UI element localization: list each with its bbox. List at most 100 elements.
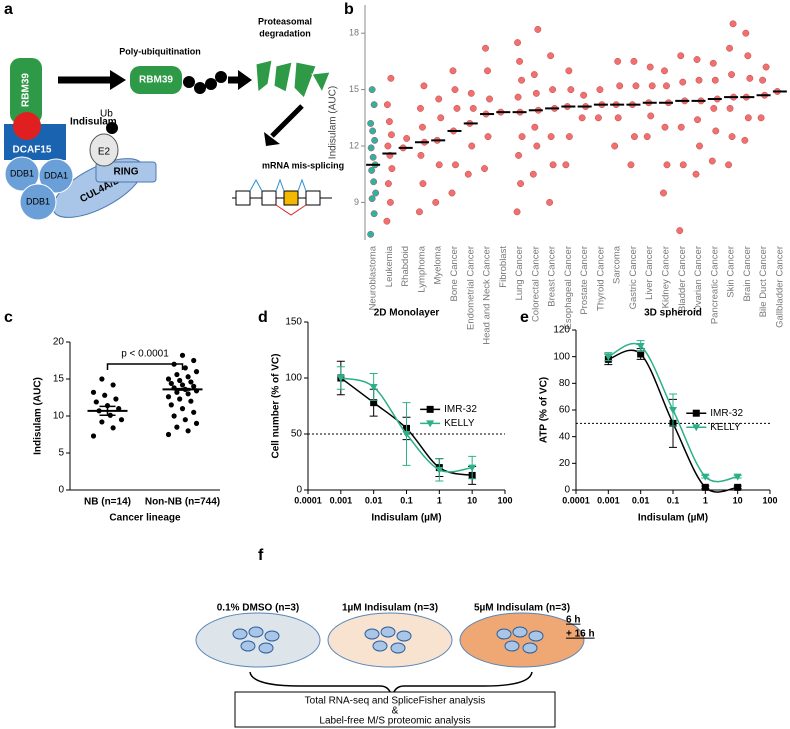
point [529,170,537,178]
point [726,44,734,52]
point [177,396,183,402]
point [695,76,703,84]
point [385,118,393,126]
x-tick-label: NB (n=14) [84,497,131,508]
point [435,95,443,103]
x-tick-label: Lung Cancer [514,246,525,300]
legend-marker [426,405,434,413]
y-tick-label: 0 [564,485,570,496]
point [185,428,191,434]
x-tick-label: Esophageal Cancer [563,246,574,329]
point [469,104,477,112]
point [484,133,492,141]
y-tick-label: 40 [559,431,571,442]
point [614,114,622,122]
label: E2 [98,147,111,158]
legend-marker [426,420,435,428]
x-tick-label: Ovarian Cancer [693,246,704,313]
point [185,374,191,380]
panel-label: c [4,309,13,326]
label: 0.1% DMSO (n=3) [217,603,300,614]
point [90,389,97,395]
point [386,198,394,206]
point [549,86,557,94]
panel-label: b [344,1,354,18]
y-tick-label: 18 [349,28,359,38]
point [468,142,476,150]
point [451,86,459,94]
point [191,357,197,364]
point [694,116,701,124]
point [596,86,604,94]
x-tick-label: 0.0001 [562,495,590,505]
point [165,376,172,382]
point [372,189,380,197]
point [435,161,443,169]
arrow-head [238,70,252,90]
x-tick-label: 0.0001 [294,495,322,505]
point [663,82,670,90]
point [546,198,554,206]
point [174,371,180,378]
point [182,417,188,423]
point [746,74,754,82]
point [486,95,493,103]
label: RBM39 [139,75,173,86]
x-tick-label: 1 [703,495,708,505]
y-tick-label: 60 [559,405,571,416]
point [531,123,539,131]
point [711,76,719,84]
point [515,151,523,159]
label: + 16 h [566,629,595,640]
point [632,82,640,90]
point [118,417,125,423]
dish [459,612,585,668]
point [165,431,172,438]
point [171,413,177,419]
point [432,198,440,206]
point [102,392,108,398]
point [481,165,488,173]
splice [275,204,307,216]
point [578,114,586,122]
point [648,82,656,90]
x-tick-label: 0.1 [400,495,413,505]
point [532,89,540,97]
label: RBM39 [21,73,32,107]
point [712,127,720,135]
point [383,217,391,225]
point [416,104,424,112]
point [418,123,426,131]
marker [468,464,477,472]
y-tick-label: 150 [285,317,302,328]
exon [235,190,251,206]
x-tick-label: 10 [467,495,477,505]
x-tick-label: 100 [497,495,512,505]
point [627,161,635,169]
ddb1-shape [19,183,57,221]
x-tick-label: 0.01 [365,495,383,505]
e2-shape [89,133,119,167]
marker [402,431,411,438]
point [484,67,491,75]
point [179,382,186,388]
point [530,71,538,79]
x-tick-label: 1 [437,495,442,505]
point [708,157,716,165]
marker [637,350,645,358]
point [517,180,525,188]
x-tick-label: Non-NB (n=744) [145,497,220,508]
x-tick-label: Rhabdoid [400,246,411,287]
x-tick-label: Liver Cancer [644,246,655,300]
y-tick-label: 5 [58,448,64,459]
point [482,44,489,52]
label: Proteasomal [258,16,312,26]
y-tick-label: 20 [559,458,571,469]
x-tick-label: Sarcoma [612,245,623,284]
point [368,166,376,174]
point [174,424,180,430]
arrow [270,104,304,138]
point [567,86,575,94]
point [99,376,105,382]
point [513,208,521,216]
